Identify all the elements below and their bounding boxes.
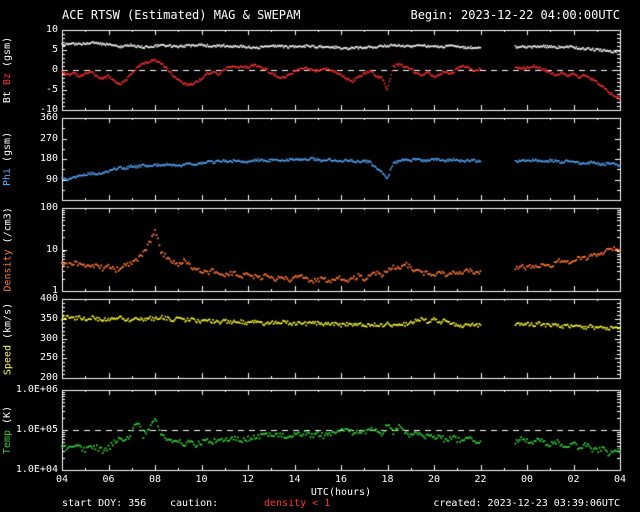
y-tick-label-speed: 300 <box>39 332 58 344</box>
y-axis-label-part: (K) <box>2 405 13 430</box>
y-axis-label-phi: Phi (gsm) <box>1 118 15 200</box>
y-axis-label-part: Phi <box>2 168 13 187</box>
x-tick-label: 00 <box>520 474 534 485</box>
y-tick-label-phi: 360 <box>39 112 58 123</box>
plot-title: ACE RTSW (Estimated) MAG & SWEPAM <box>62 8 301 22</box>
y-tick-label-temp: 1.0E+04 <box>15 464 58 475</box>
y-axis-label-part: (gsm) <box>2 131 13 169</box>
y-axis-label-part: (km/s) <box>2 302 13 345</box>
y-tick-label-mag: 5 <box>51 44 58 55</box>
y-tick-label-speed: 400 <box>39 293 58 304</box>
begin-timestamp: Begin: 2023-12-22 04:00:00UTC <box>410 8 620 22</box>
y-axis-label-part: (/cm3) <box>2 206 13 249</box>
x-tick-label: 16 <box>334 474 348 485</box>
x-tick-label: 06 <box>102 474 115 485</box>
y-tick-label-speed: 250 <box>39 352 58 364</box>
y-axis-label-speed: Speed (km/s) <box>1 299 15 378</box>
x-axis-label: UTC(hours) <box>310 487 372 498</box>
x-tick-label: 02 <box>567 474 580 485</box>
x-tick-label: 04 <box>613 474 627 485</box>
created-timestamp: created: 2023-12-23 03:39:06UTC <box>433 498 620 509</box>
y-tick-label-phi: 90 <box>45 173 58 185</box>
y-axis-label-temp: Temp (K) <box>1 390 15 470</box>
y-axis-label-density: Density (/cm3) <box>1 206 15 291</box>
x-tick-label: 22 <box>474 474 487 485</box>
y-tick-label-mag: -10 <box>39 104 58 115</box>
x-tick-label: 04 <box>55 474 69 485</box>
y-tick-label-temp: 1.0E+05 <box>15 424 58 435</box>
x-tick-label: 18 <box>381 474 394 485</box>
y-axis-label-mag: Bt Bz (gsm) <box>1 30 15 110</box>
y-axis-label-part: Temp <box>2 430 13 455</box>
x-tick-label: 08 <box>148 474 162 485</box>
y-tick-label-density: 100 <box>39 202 58 213</box>
x-tick-label: 20 <box>427 474 441 485</box>
y-tick-label-speed: 200 <box>39 372 58 383</box>
x-tick-label: 14 <box>288 474 301 485</box>
y-axis-label-part: (gsm) <box>2 36 13 74</box>
y-axis-label-part: Density <box>2 248 13 291</box>
y-tick-label-mag: 0 <box>51 64 58 75</box>
x-tick-label: 12 <box>241 474 255 485</box>
y-tick-label-density: 1 <box>51 285 58 296</box>
caution-value: density < 1 <box>264 498 331 509</box>
y-tick-label-density: 10 <box>45 243 58 255</box>
start-doy-label: start DOY: 356 <box>62 498 147 509</box>
y-axis-label-part: Speed <box>2 344 13 375</box>
caution-label: caution: <box>170 498 219 509</box>
y-axis-label-part: Bt <box>2 91 13 104</box>
y-tick-label-phi: 270 <box>39 132 58 144</box>
y-tick-label-mag: -5 <box>45 84 58 95</box>
y-axis-label-part: Bz <box>2 73 13 92</box>
y-tick-label-mag: 10 <box>45 24 58 35</box>
x-tick-label: 10 <box>195 474 208 485</box>
y-tick-label-phi: 180 <box>39 153 58 164</box>
y-tick-label-speed: 350 <box>39 312 58 324</box>
y-tick-label-temp: 1.0E+06 <box>15 384 58 395</box>
